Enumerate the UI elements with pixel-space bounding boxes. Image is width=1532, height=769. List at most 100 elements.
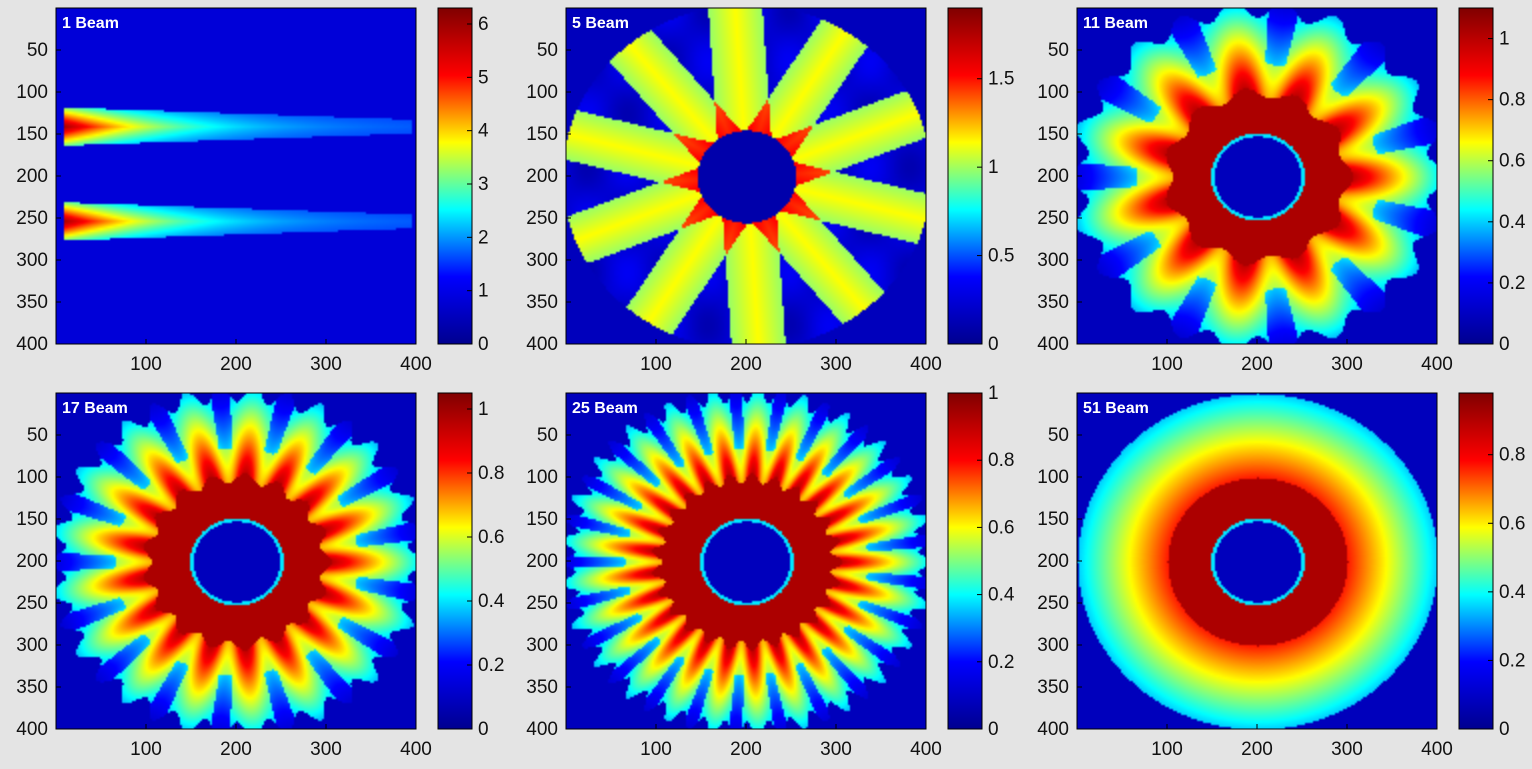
y-tick-label: 100 xyxy=(16,82,48,103)
colorbar-tick-label: 0.2 xyxy=(988,652,1014,673)
y-tick-label: 400 xyxy=(526,719,558,740)
colorbar-tick-label: 0 xyxy=(988,334,999,355)
panel-title: 25 Beam xyxy=(572,400,638,417)
x-tick-label: 100 xyxy=(130,354,162,375)
x-tick-label: 100 xyxy=(640,739,672,760)
x-tick-label: 400 xyxy=(1421,354,1453,375)
colorbar-tick-label: 0.6 xyxy=(1499,151,1525,172)
y-tick-label: 400 xyxy=(1037,334,1069,355)
y-tick-label: 200 xyxy=(526,551,558,572)
y-tick-label: 50 xyxy=(1048,425,1069,446)
heatmap-panel: 11 Beam 50 100 150 200 250 300 350 400 100 200 300 4… xyxy=(1021,0,1531,384)
x-tick-label: 300 xyxy=(820,354,852,375)
colorbar-tick-label: 1 xyxy=(988,385,999,404)
heatmap-panel: 5 Beam 50 100 150 200 250 300 350 400 100 200 300 40… xyxy=(510,0,1020,384)
heatmap-chart: 17 Beam 50 100 150 200 250 300 350 400 100 200 300 4… xyxy=(16,392,505,760)
x-tick-label: 100 xyxy=(1151,354,1183,375)
x-tick-label: 200 xyxy=(1241,739,1273,760)
colorbar xyxy=(1458,392,1494,730)
heatmap-panel: 1 Beam 50 100 150 200 250 300 350 400 100 200 300 40… xyxy=(0,0,510,384)
y-tick-label: 350 xyxy=(526,677,558,698)
y-tick-label: 200 xyxy=(1037,166,1069,187)
y-tick-label: 50 xyxy=(537,425,558,446)
colorbar xyxy=(1458,7,1494,345)
y-tick-label: 100 xyxy=(1037,467,1069,488)
colorbar-tick-label: 0 xyxy=(988,719,999,740)
x-tick-label: 400 xyxy=(400,739,432,760)
colorbar-tick-label: 0.6 xyxy=(988,517,1014,538)
y-tick-label: 300 xyxy=(1037,250,1069,271)
colorbar-tick-label: 0.8 xyxy=(478,463,504,484)
heatmap-chart: 11 Beam 50 100 150 200 250 300 350 400 100 200 300 4… xyxy=(1037,7,1526,375)
x-tick-label: 400 xyxy=(910,739,942,760)
heatmap-image xyxy=(56,393,416,729)
y-tick-label: 350 xyxy=(526,292,558,313)
panel-title: 5 Beam xyxy=(572,15,629,32)
y-tick-label: 250 xyxy=(1037,208,1069,229)
y-tick-label: 200 xyxy=(16,166,48,187)
y-tick-label: 100 xyxy=(526,467,558,488)
heatmap-panel: 25 Beam 50 100 150 200 250 300 350 400 100 200 300 4… xyxy=(510,385,1020,769)
heatmap-image xyxy=(1077,393,1437,729)
heatmap-panel: 17 Beam 50 100 150 200 250 300 350 400 100 200 300 4… xyxy=(0,385,510,769)
panel-title: 11 Beam xyxy=(1083,15,1148,32)
colorbar-tick-label: 0.6 xyxy=(1499,513,1525,534)
y-tick-label: 300 xyxy=(16,635,48,656)
colorbar xyxy=(437,7,473,345)
y-tick-label: 250 xyxy=(526,593,558,614)
y-tick-label: 50 xyxy=(27,425,48,446)
x-tick-label: 300 xyxy=(1331,354,1363,375)
y-tick-label: 150 xyxy=(526,509,558,530)
colorbar-tick-label: 0 xyxy=(1499,334,1510,355)
colorbar xyxy=(947,7,983,345)
heatmap-chart: 5 Beam 50 100 150 200 250 300 350 400 100 200 300 40… xyxy=(526,7,1014,375)
y-tick-label: 100 xyxy=(526,82,558,103)
colorbar-tick-label: 0.2 xyxy=(478,655,504,676)
colorbar-tick-label: 0.4 xyxy=(988,585,1015,606)
y-tick-label: 400 xyxy=(16,719,48,740)
x-tick-label: 200 xyxy=(730,739,762,760)
heatmap-chart: 51 Beam 50 100 150 200 250 300 350 400 100 200 300 4… xyxy=(1037,392,1526,760)
colorbar-tick-label: 3 xyxy=(478,174,489,195)
colorbar-tick-label: 0.2 xyxy=(1499,273,1525,294)
colorbar-tick-label: 1.5 xyxy=(988,69,1014,90)
x-tick-label: 300 xyxy=(1331,739,1363,760)
y-tick-label: 50 xyxy=(537,40,558,61)
y-tick-label: 400 xyxy=(16,334,48,355)
x-tick-label: 300 xyxy=(310,739,342,760)
heatmap-chart: 25 Beam 50 100 150 200 250 300 350 400 100 200 300 4… xyxy=(526,385,1015,760)
x-tick-label: 200 xyxy=(730,354,762,375)
colorbar-tick-label: 0 xyxy=(1499,719,1510,740)
heatmap-image xyxy=(1077,8,1437,344)
colorbar-tick-label: 0.6 xyxy=(478,527,504,548)
colorbar-tick-label: 0.4 xyxy=(1499,212,1526,233)
colorbar-tick-label: 5 xyxy=(478,67,489,88)
colorbar-tick-label: 0.4 xyxy=(478,591,505,612)
x-tick-label: 300 xyxy=(310,354,342,375)
y-tick-label: 350 xyxy=(16,292,48,313)
colorbar-tick-label: 0 xyxy=(478,719,489,740)
y-tick-label: 150 xyxy=(16,509,48,530)
y-tick-label: 250 xyxy=(16,593,48,614)
y-tick-label: 300 xyxy=(526,635,558,656)
x-tick-label: 400 xyxy=(1421,739,1453,760)
y-tick-label: 400 xyxy=(1037,719,1069,740)
y-tick-label: 100 xyxy=(16,467,48,488)
y-tick-label: 250 xyxy=(1037,593,1069,614)
y-tick-label: 350 xyxy=(16,677,48,698)
y-tick-label: 200 xyxy=(16,551,48,572)
y-tick-label: 150 xyxy=(1037,509,1069,530)
y-tick-label: 400 xyxy=(526,334,558,355)
y-tick-label: 350 xyxy=(1037,677,1069,698)
colorbar-tick-label: 1 xyxy=(478,281,489,302)
y-tick-label: 200 xyxy=(526,166,558,187)
y-tick-label: 300 xyxy=(1037,635,1069,656)
colorbar xyxy=(947,392,983,730)
heatmap-image xyxy=(566,393,926,729)
y-tick-label: 150 xyxy=(526,124,558,145)
colorbar-tick-label: 1 xyxy=(988,157,999,178)
colorbar-tick-label: 1 xyxy=(1499,29,1510,50)
colorbar-tick-label: 2 xyxy=(478,227,489,248)
heatmap-image xyxy=(566,8,926,344)
